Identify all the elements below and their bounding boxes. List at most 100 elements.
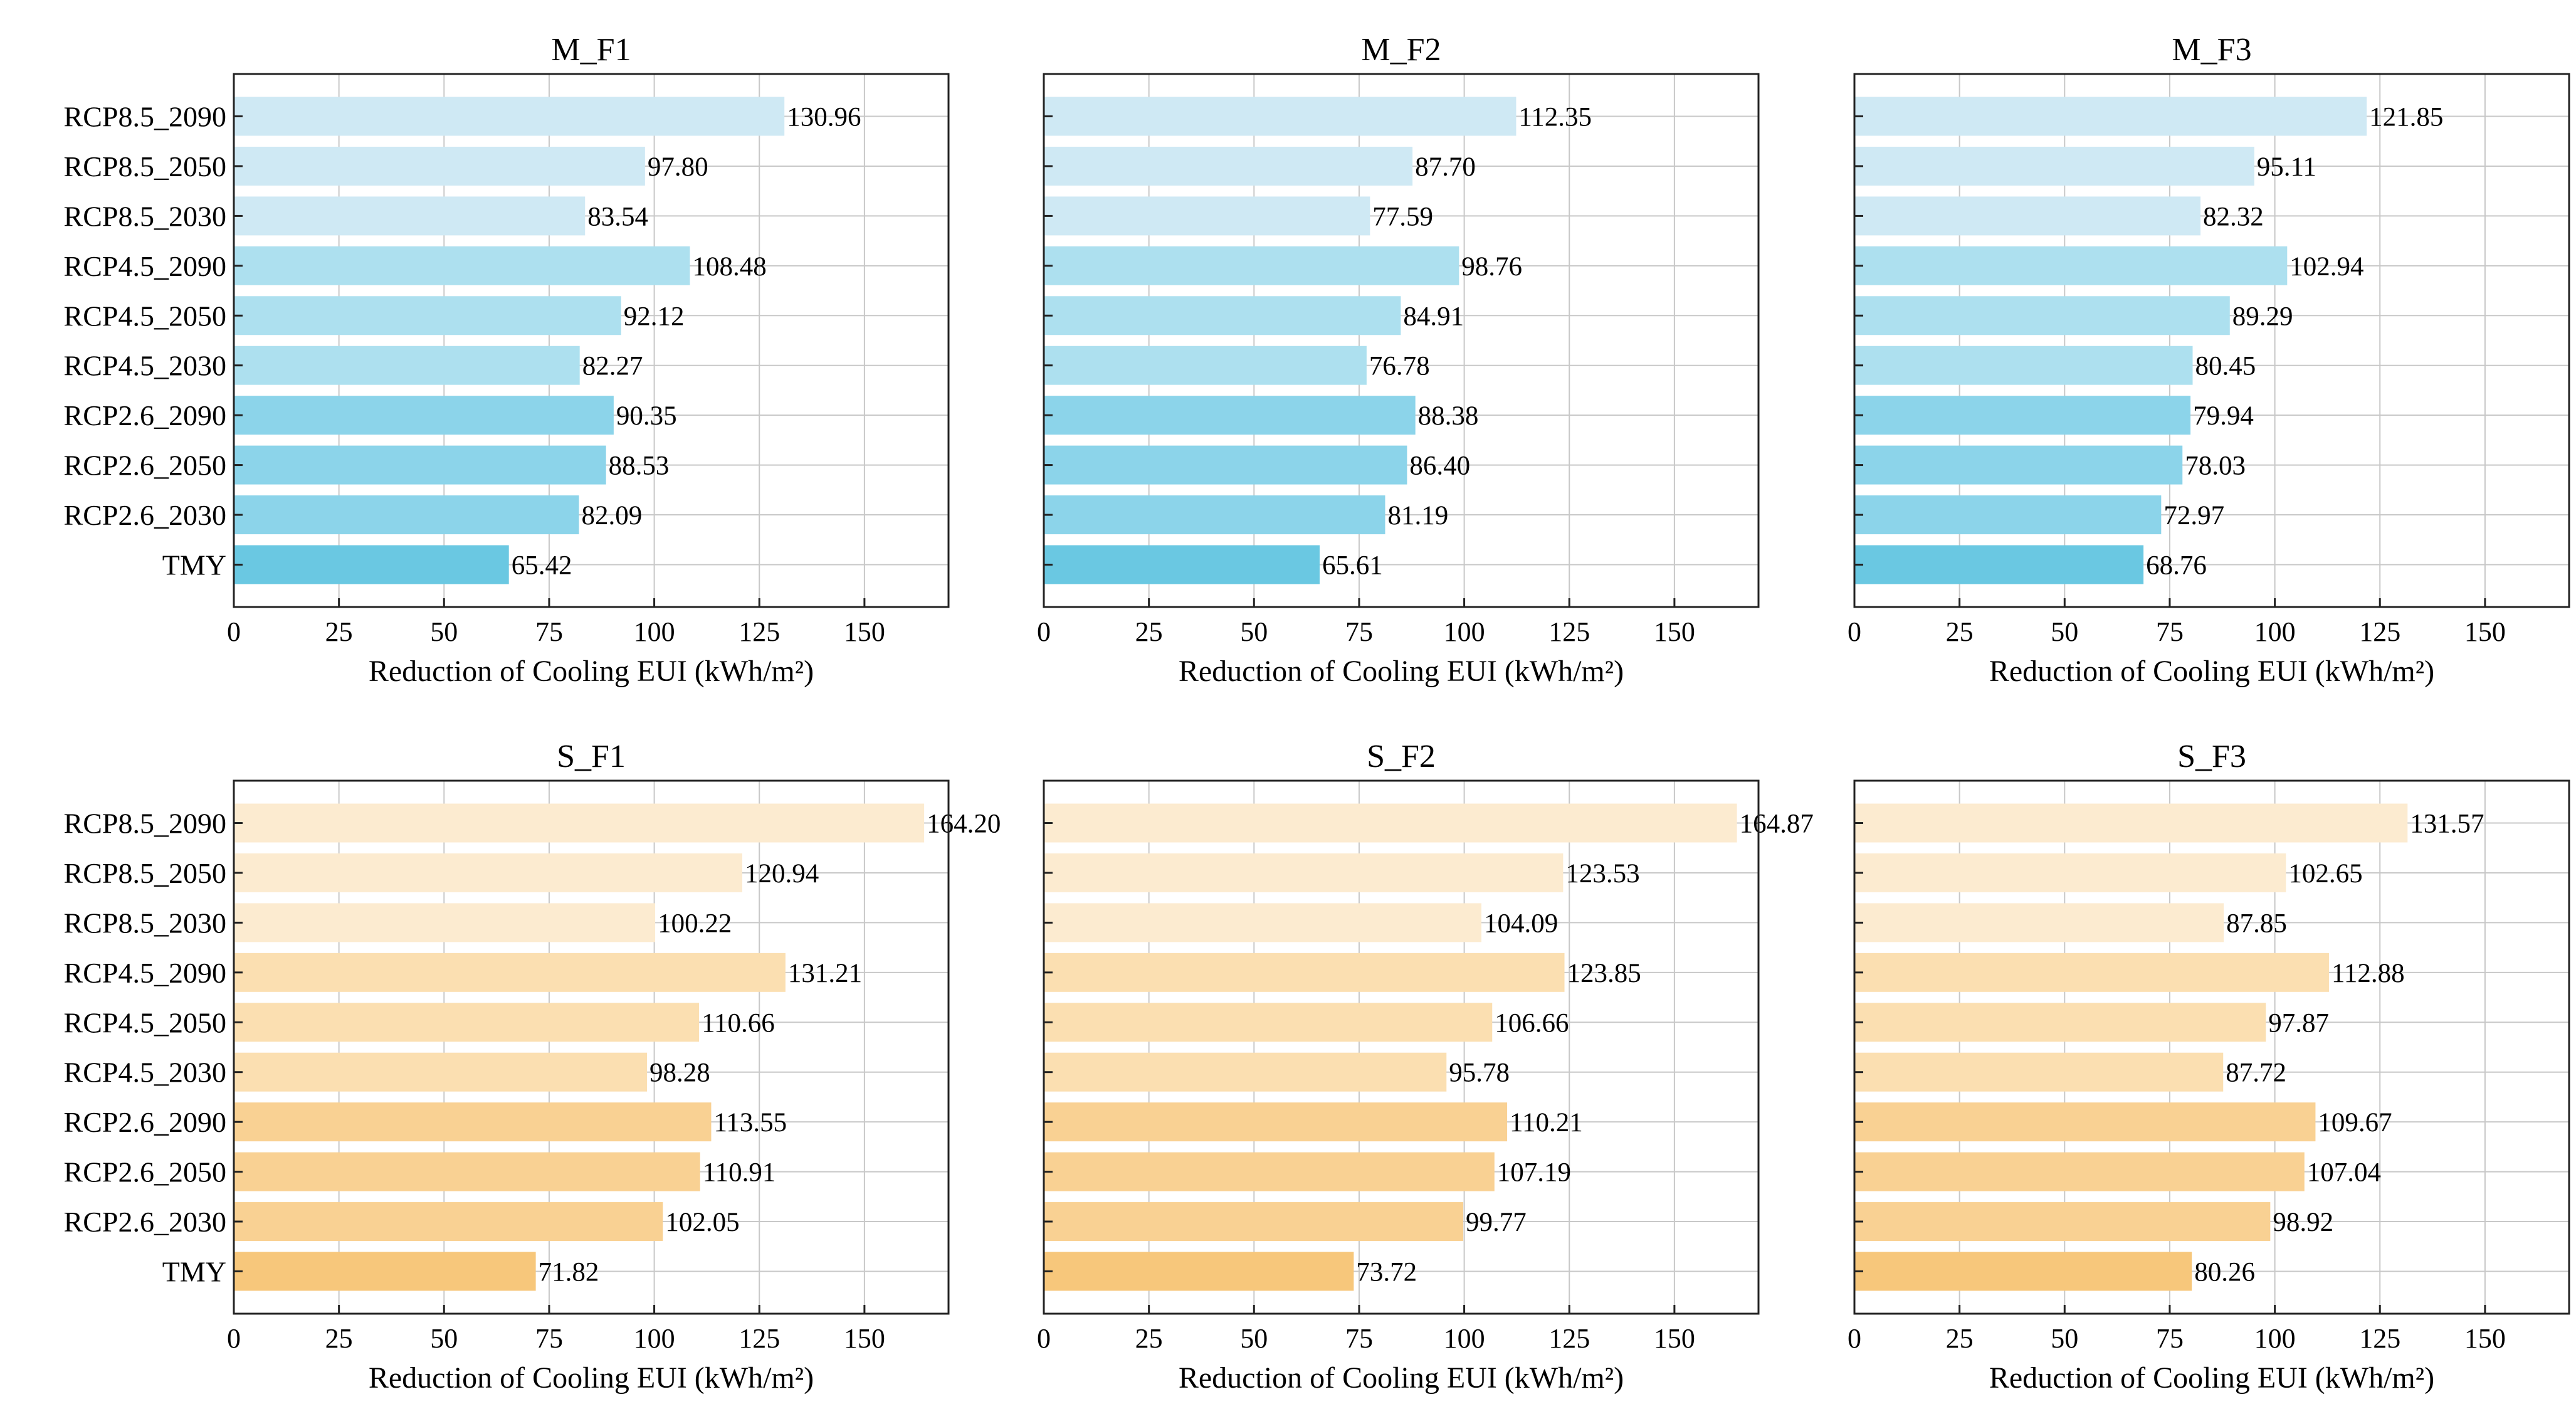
bar <box>234 495 579 535</box>
bar <box>234 396 614 435</box>
x-tick-label: 75 <box>535 1323 563 1354</box>
x-tick-label: 100 <box>2254 616 2296 647</box>
bar <box>234 1202 663 1242</box>
bar <box>1044 1102 1508 1142</box>
chart-title: M_F3 <box>2172 32 2251 68</box>
bar-value-label: 88.38 <box>1418 401 1479 431</box>
category-label: RCP2.6_2050 <box>64 1156 226 1188</box>
bar <box>1044 146 1413 186</box>
bar-value-label: 78.03 <box>2185 451 2246 481</box>
category-label: RCP2.6_2030 <box>64 499 226 531</box>
bar <box>1854 396 2191 435</box>
bar <box>1854 545 2144 584</box>
x-axis-label: Reduction of Cooling EUI (kWh/m²) <box>369 655 814 688</box>
bar <box>1044 196 1370 236</box>
bar <box>234 545 509 584</box>
bar-value-label: 98.28 <box>649 1058 710 1088</box>
bar <box>234 196 586 236</box>
bar <box>1854 196 2201 236</box>
bar <box>1854 903 2224 942</box>
x-axis-label: Reduction of Cooling EUI (kWh/m²) <box>1179 1361 1624 1395</box>
bar-value-label: 77.59 <box>1372 202 1433 231</box>
bar-value-label: 82.27 <box>582 352 643 381</box>
x-tick-label: 25 <box>325 1323 353 1354</box>
bar <box>1854 803 2408 843</box>
bar-value-label: 92.12 <box>624 302 685 331</box>
bar <box>1044 346 1367 385</box>
category-label: RCP4.5_2050 <box>64 1006 226 1038</box>
bar <box>1044 246 1459 285</box>
bar-value-label: 164.20 <box>927 810 1001 839</box>
bar-value-label: 110.66 <box>702 1008 775 1038</box>
bar-value-label: 90.35 <box>616 401 677 431</box>
category-label: RCP8.5_2050 <box>64 857 226 889</box>
bar <box>1854 1202 2271 1242</box>
x-tick-label: 75 <box>2156 1323 2184 1354</box>
x-tick-label: 0 <box>227 616 241 647</box>
x-tick-label: 150 <box>844 1323 885 1354</box>
category-label: RCP4.5_2030 <box>64 350 226 382</box>
category-label: RCP8.5_2030 <box>64 907 226 939</box>
x-tick-label: 150 <box>1654 616 1695 647</box>
plot-frame <box>1853 779 2570 1315</box>
x-tick-label: 25 <box>1946 616 1974 647</box>
bar-value-label: 130.96 <box>787 103 861 132</box>
x-tick-label: 0 <box>1848 1323 1861 1354</box>
bar-value-label: 87.70 <box>1415 152 1476 182</box>
bar-value-label: 107.04 <box>2307 1158 2381 1188</box>
chart-title: S_F2 <box>1367 739 1436 774</box>
category-label: RCP4.5_2030 <box>64 1057 226 1089</box>
bar <box>234 1003 700 1042</box>
bar <box>1044 1052 1447 1092</box>
bar <box>1854 246 2288 285</box>
bar-value-label: 76.78 <box>1369 352 1430 381</box>
bar <box>1044 396 1416 435</box>
bar-value-label: 131.21 <box>788 959 862 988</box>
x-tick-label: 125 <box>2359 1323 2400 1354</box>
bar <box>1044 953 1565 992</box>
category-label: RCP8.5_2090 <box>64 808 226 840</box>
bar-value-label: 68.76 <box>2146 551 2207 580</box>
x-tick-label: 125 <box>2359 616 2400 647</box>
x-axis-label: Reduction of Cooling EUI (kWh/m²) <box>1179 655 1624 688</box>
x-tick-label: 150 <box>844 616 885 647</box>
bar <box>234 1252 536 1291</box>
x-axis-label: Reduction of Cooling EUI (kWh/m²) <box>1989 1361 2434 1395</box>
bar-value-label: 120.94 <box>745 859 819 889</box>
x-tick-label: 100 <box>1444 1323 1485 1354</box>
category-label: RCP4.5_2090 <box>64 957 226 989</box>
bar <box>1044 495 1385 535</box>
x-tick-label: 75 <box>1345 616 1373 647</box>
x-tick-label: 25 <box>325 616 353 647</box>
x-axis-label: Reduction of Cooling EUI (kWh/m²) <box>369 1361 814 1395</box>
bar-value-label: 80.45 <box>2195 352 2256 381</box>
x-tick-label: 125 <box>1548 616 1590 647</box>
category-label: RCP2.6_2090 <box>64 1106 226 1138</box>
bar-value-label: 82.09 <box>581 501 642 530</box>
plot-frame <box>1043 73 1760 608</box>
bar-value-label: 88.53 <box>609 451 670 481</box>
category-label: TMY <box>162 549 226 581</box>
bar-value-label: 81.19 <box>1387 501 1448 530</box>
x-tick-label: 150 <box>2464 616 2506 647</box>
x-tick-label: 0 <box>1037 1323 1051 1354</box>
bar <box>1044 296 1401 335</box>
bar <box>234 296 621 335</box>
bar-value-label: 86.40 <box>1409 451 1470 481</box>
x-tick-label: 100 <box>634 616 675 647</box>
bar-value-label: 72.97 <box>2163 501 2224 530</box>
x-tick-label: 150 <box>1654 1323 1695 1354</box>
bar-value-label: 87.72 <box>2226 1058 2286 1088</box>
bar-value-label: 121.85 <box>2369 103 2443 132</box>
bar <box>1854 146 2254 186</box>
category-label: TMY <box>162 1255 226 1287</box>
bar-value-label: 123.53 <box>1565 859 1639 889</box>
bar <box>234 146 645 186</box>
bar <box>234 1152 700 1191</box>
chart-title: M_F1 <box>551 32 631 68</box>
bar-value-label: 65.61 <box>1322 551 1383 580</box>
x-tick-label: 0 <box>1848 616 1861 647</box>
bar-value-label: 108.48 <box>692 252 766 282</box>
x-tick-label: 50 <box>2051 1323 2078 1354</box>
plot-frame <box>1043 779 1760 1315</box>
